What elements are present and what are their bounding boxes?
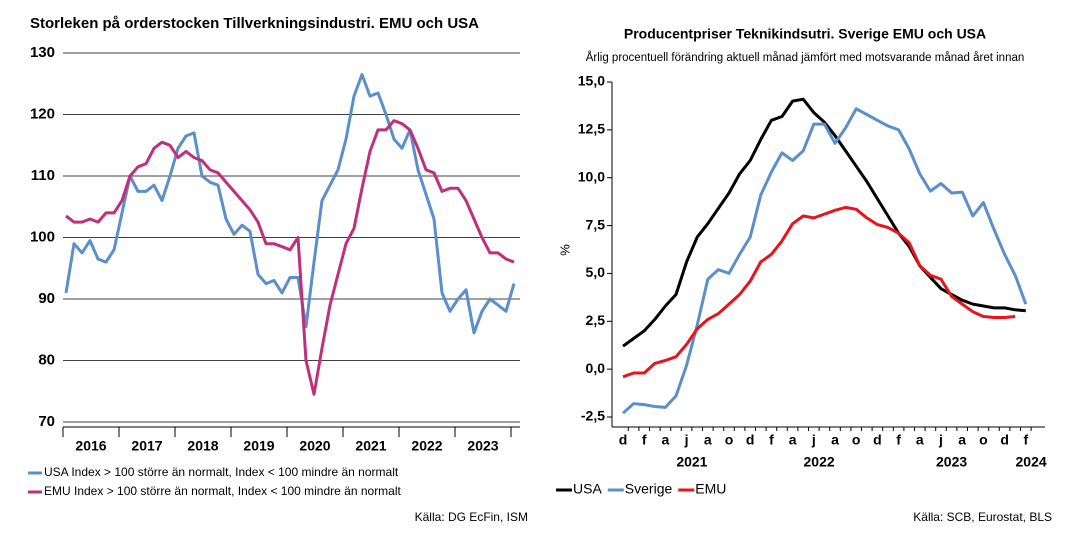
year-label: 2021 — [676, 454, 707, 470]
source: Källa: SCB, Eurostat, BLS — [913, 510, 1052, 524]
y-tick-label: 0,0 — [586, 360, 606, 376]
x-tick-label: a — [704, 432, 712, 448]
x-tick-label: j — [811, 432, 816, 448]
chart-subtitle: Årlig procentuell förändring aktuell mån… — [586, 51, 1025, 64]
x-tick-label: 2017 — [131, 438, 162, 454]
x-tick-label: j — [684, 432, 689, 448]
year-label: 2024 — [1016, 454, 1047, 470]
chart-title: Producentpriser Teknikindsutri. Sverige … — [624, 26, 986, 42]
y-tick-label: 2,5 — [586, 312, 606, 328]
x-tick-label: o — [979, 432, 988, 448]
y-tick-label: 110 — [31, 167, 55, 184]
x-tick-label: j — [938, 432, 943, 448]
year-label: 2022 — [804, 454, 835, 470]
x-tick-label: d — [619, 432, 628, 448]
x-tick-label: 2019 — [243, 438, 274, 454]
x-tick-label: 2018 — [187, 438, 218, 454]
x-tick-label: f — [769, 432, 774, 448]
year-label: 2023 — [936, 454, 967, 470]
x-tick-label: d — [1000, 432, 1009, 448]
data-line — [622, 205, 1016, 379]
x-tick-label: d — [873, 432, 882, 448]
x-tick-label: f — [896, 432, 901, 448]
y-tick-label: 10,0 — [578, 168, 605, 184]
y-tick-label: 5,0 — [586, 264, 606, 280]
y-tick-label: 100 — [30, 228, 55, 245]
x-tick-label: f — [642, 432, 647, 448]
legend-label: Sverige — [625, 481, 673, 497]
x-tick-label: f — [1023, 432, 1028, 448]
x-tick-label: 2020 — [299, 438, 330, 454]
y-tick-label: 7,5 — [586, 216, 606, 232]
x-tick-label: 2023 — [467, 438, 498, 454]
x-tick-label: a — [831, 432, 839, 448]
legend-label: EMU — [695, 481, 726, 497]
y-tick-label: 80 — [38, 351, 55, 368]
data-line — [64, 73, 516, 335]
data-line — [65, 119, 515, 396]
x-tick-label: a — [789, 432, 797, 448]
y-axis-label: % — [557, 244, 572, 256]
x-tick-label: a — [662, 432, 670, 448]
x-tick-label: o — [725, 432, 734, 448]
y-tick-label: 70 — [38, 413, 55, 430]
y-tick-label: 12,5 — [578, 121, 605, 137]
x-tick-label: o — [852, 432, 861, 448]
y-tick-label: 90 — [38, 290, 55, 307]
x-tick-label: 2021 — [355, 438, 386, 454]
chart-title: Storleken på orderstocken Tillverkningsi… — [30, 15, 479, 32]
y-tick-label: 130 — [30, 44, 55, 61]
y-tick-label: 15,0 — [578, 73, 605, 89]
y-tick-label: -2,5 — [581, 408, 605, 424]
x-tick-label: 2022 — [411, 438, 442, 454]
x-tick-label: a — [958, 432, 966, 448]
legend-label: USA Index > 100 större än normalt, Index… — [44, 465, 399, 479]
legend-label: EMU Index > 100 större än normalt, Index… — [44, 484, 402, 498]
data-line — [622, 97, 1026, 348]
x-tick-label: a — [916, 432, 924, 448]
legend-label: USA — [573, 481, 602, 497]
y-tick-label: 120 — [30, 105, 55, 122]
x-tick-label: 2016 — [75, 438, 106, 454]
source: Källa: DG EcFin, ISM — [415, 510, 528, 524]
x-tick-label: d — [746, 432, 755, 448]
data-line — [621, 107, 1028, 415]
